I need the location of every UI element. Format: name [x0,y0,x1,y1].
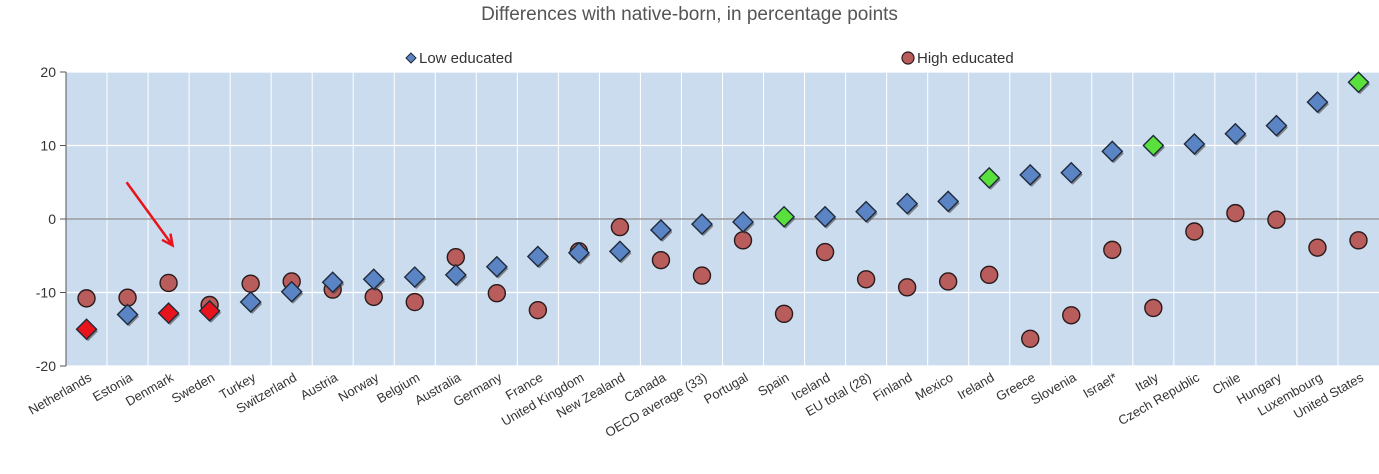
low-educated-point [814,205,837,228]
high-educated-point [528,300,548,320]
chart-subtitle: Differences with native-born, in percent… [481,4,898,25]
high-educated-point [77,289,96,308]
legend-low-educated-marker [405,52,417,64]
high-educated-point [815,242,835,262]
high-educated-point [980,265,999,285]
annotation-arrow-head [161,233,175,248]
high-educated-point [897,278,917,297]
low-educated-point [157,302,180,325]
low-educated-point [1306,91,1329,114]
x-tick-label: Sweden [169,370,217,406]
high-educated-point [1103,240,1122,260]
x-tick-label: Portugal [701,370,751,407]
y-tick-label: 0 [48,211,56,227]
annotation-arrow-line [125,181,174,247]
high-educated-point [1349,231,1368,250]
low-educated-point [690,213,713,236]
low-educated-point [855,200,878,223]
high-educated-point [1062,306,1081,325]
low-educated-point [1142,134,1165,157]
low-educated-point [1060,161,1083,184]
low-educated-point [567,241,590,264]
low-educated-point [773,205,796,228]
low-educated-point [1224,122,1247,145]
low-educated-point [937,190,960,213]
x-tick-label: Ireland [955,370,997,403]
y-tick-label: 10 [40,138,56,154]
high-educated-point [487,284,507,303]
x-tick-label: Mexico [913,370,956,404]
legend-low-educated-label: Low educated [419,50,512,67]
high-educated-point [1144,298,1163,318]
legend-high-educated-label: High educated [917,50,1014,67]
low-educated-point [444,263,467,286]
low-educated-point [649,219,672,242]
low-educated-point [896,192,919,215]
low-educated-point [1101,140,1124,163]
high-educated-point [405,292,424,312]
low-educated-point [116,303,139,326]
x-tick-label: Spain [755,370,791,400]
legend-high-educated-marker [901,51,915,65]
x-tick-label: Netherlands [26,369,95,417]
low-educated-point [485,255,508,278]
low-educated-point [198,299,221,322]
y-tick-label: -10 [36,285,56,301]
high-educated-point [1226,203,1245,223]
x-tick-label: Austria [298,369,341,403]
low-educated-point [978,166,1001,189]
y-tick-label: -20 [36,358,56,374]
x-tick-label: Israel* [1080,370,1119,401]
high-educated-point [1021,329,1040,349]
low-educated-point [362,268,385,291]
low-educated-point [239,291,262,314]
high-educated-point [1185,222,1204,241]
low-educated-point [1183,133,1206,156]
low-educated-point [403,266,426,289]
high-educated-point [610,217,630,237]
high-educated-point [241,274,260,293]
high-educated-point [364,287,383,307]
low-educated-point [732,210,755,233]
low-educated-point [1265,114,1288,137]
low-educated-point [608,240,631,263]
high-educated-point [692,266,712,285]
high-educated-point [1308,238,1327,257]
high-educated-point [159,273,178,293]
low-educated-point [1347,71,1370,94]
high-educated-point [446,248,465,267]
high-educated-point [651,250,671,270]
x-tick-label: Finland [870,370,914,404]
low-educated-point [526,245,549,268]
low-educated-point [1019,163,1042,186]
y-tick-label: 20 [40,64,56,80]
x-tick-label: Czech Republic [1116,369,1203,428]
x-tick-label: Norway [336,369,382,404]
high-educated-point [733,231,753,250]
high-educated-point [856,270,876,289]
high-educated-point [1267,210,1286,229]
high-educated-point [938,272,958,291]
low-educated-point [280,280,303,303]
x-tick-label: Slovenia [1028,369,1079,407]
x-tick-label: Denmark [123,369,177,409]
low-educated-point [321,271,344,294]
low-educated-point [75,318,98,341]
high-educated-point [774,304,794,324]
